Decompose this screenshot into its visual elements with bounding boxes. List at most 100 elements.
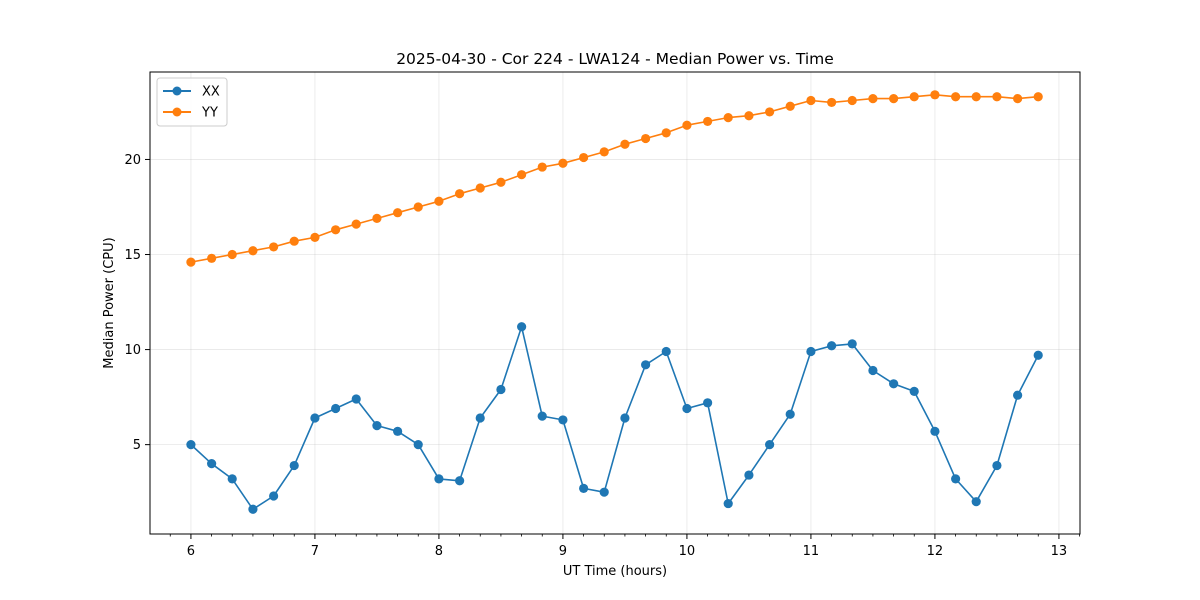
data-point-yy (475, 183, 485, 193)
data-point-xx (537, 411, 547, 421)
data-point-xx (393, 426, 403, 436)
data-point-yy (1033, 92, 1043, 102)
data-point-yy (703, 116, 713, 127)
series-yy (186, 90, 1043, 267)
data-point-xx (703, 398, 713, 408)
data-point-yy (289, 236, 299, 246)
data-point-xx (992, 460, 1002, 471)
data-point-xx (661, 346, 671, 357)
data-point-yy (434, 196, 444, 206)
data-point-yy (537, 162, 547, 172)
legend-marker-yy (172, 107, 182, 117)
data-point-yy (992, 92, 1002, 102)
x-tick-label: 7 (311, 544, 319, 559)
data-point-yy (765, 107, 775, 117)
data-point-xx (723, 498, 733, 509)
data-point-yy (393, 208, 403, 218)
x-tick-label: 12 (927, 544, 944, 559)
grid (150, 72, 1080, 534)
data-point-xx (641, 360, 651, 370)
data-point-yy (517, 170, 527, 180)
x-tick-label: 11 (803, 544, 820, 559)
x-tick-label: 13 (1051, 544, 1068, 559)
data-point-yy (372, 213, 382, 223)
data-point-yy (951, 92, 961, 102)
data-point-xx (806, 346, 816, 357)
data-point-yy (558, 158, 568, 168)
x-axis-label: UT Time (hours) (563, 564, 667, 579)
data-point-xx (847, 339, 857, 349)
data-point-yy (868, 94, 878, 104)
data-point-xx (909, 386, 919, 397)
y-tick-label: 15 (124, 248, 141, 263)
y-tick-label: 20 (124, 153, 141, 168)
data-point-xx (351, 394, 361, 404)
data-point-xx (248, 504, 258, 514)
data-point-xx (785, 409, 795, 419)
data-point-yy (579, 152, 589, 163)
data-point-yy (723, 113, 733, 123)
data-point-yy (496, 177, 506, 187)
data-point-xx (413, 440, 423, 450)
chart-title: 2025-04-30 - Cor 224 - LWA124 - Median P… (396, 50, 834, 68)
data-point-xx (930, 426, 940, 436)
data-point-xx (827, 341, 837, 351)
data-point-yy (269, 242, 279, 252)
data-point-xx (331, 403, 341, 414)
data-point-yy (351, 219, 361, 229)
data-point-yy (227, 249, 237, 260)
data-point-xx (1033, 350, 1043, 360)
data-point-xx (310, 413, 320, 423)
data-point-yy (641, 133, 651, 144)
data-point-xx (579, 483, 589, 493)
data-point-xx (951, 474, 961, 484)
data-point-xx (599, 487, 609, 497)
data-point-yy (930, 90, 940, 100)
data-point-xx (227, 474, 237, 484)
data-point-yy (455, 189, 465, 199)
data-point-yy (785, 101, 795, 111)
legend-label-xx: XX (202, 85, 220, 100)
data-point-xx (765, 440, 775, 450)
plot-frame (149, 71, 1081, 535)
y-axis-label: Median Power (CPU) (102, 237, 117, 368)
data-point-xx (889, 379, 899, 389)
data-point-yy (682, 120, 692, 130)
y-tick-label: 10 (124, 343, 141, 358)
data-point-yy (971, 92, 981, 102)
data-point-yy (310, 232, 320, 243)
data-point-xx (558, 415, 568, 425)
x-tick-label: 9 (559, 544, 567, 559)
data-point-xx (289, 460, 299, 471)
data-point-yy (599, 147, 609, 157)
data-point-yy (661, 128, 671, 138)
data-point-yy (909, 92, 919, 102)
data-point-xx (1013, 390, 1023, 400)
data-point-yy (331, 225, 341, 235)
data-point-yy (744, 111, 754, 121)
data-point-yy (889, 94, 899, 104)
data-point-xx (868, 365, 878, 376)
data-point-yy (248, 246, 258, 256)
data-point-yy (207, 253, 217, 263)
data-point-xx (475, 413, 485, 423)
data-point-yy (620, 139, 630, 149)
y-tick-label: 5 (133, 438, 141, 453)
legend-marker-xx (172, 86, 182, 96)
axis-ticks: 6 7 8 9 10 11 12 13 5 10 15 20 (124, 153, 1080, 559)
data-point-xx (682, 403, 692, 414)
x-tick-label: 6 (187, 544, 195, 559)
data-point-yy (186, 257, 196, 267)
data-point-xx (207, 459, 217, 469)
data-point-xx (971, 497, 981, 507)
data-point-yy (413, 202, 423, 212)
data-point-xx (269, 491, 279, 501)
x-tick-label: 10 (679, 544, 696, 559)
data-point-yy (827, 97, 837, 108)
data-point-xx (496, 384, 506, 395)
series-xx (186, 322, 1043, 514)
data-point-yy (847, 95, 857, 106)
data-point-xx (620, 413, 630, 423)
data-series (186, 90, 1043, 514)
